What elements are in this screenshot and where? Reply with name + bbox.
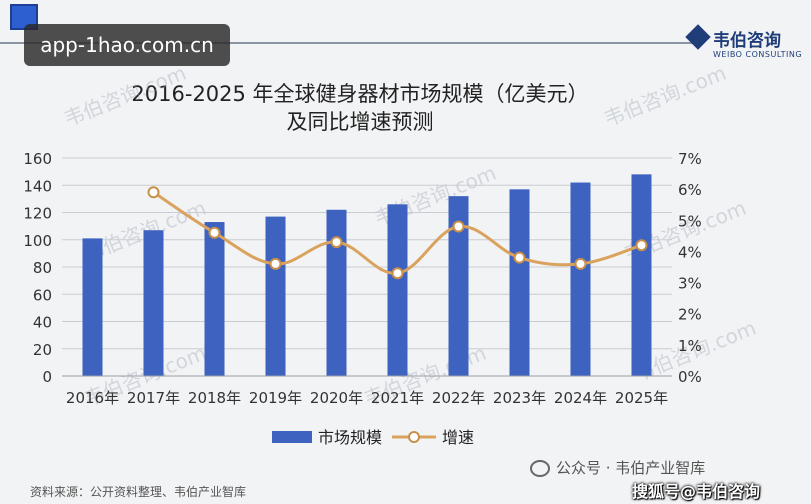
growth-point (147, 186, 160, 199)
x-tick-label: 2023年 (493, 389, 546, 407)
bar (204, 222, 225, 376)
chart-title-line2: 及同比增速预测 (286, 110, 434, 134)
legend-line-label: 增速 (442, 428, 474, 447)
x-tick-label: 2020年 (310, 389, 363, 407)
x-tick-label: 2024年 (554, 389, 607, 407)
growth-point (574, 257, 587, 270)
y-left-tick-label: 0 (42, 368, 52, 386)
y-left-tick-label: 60 (33, 286, 52, 304)
y-right-tick-label: 3% (678, 275, 702, 293)
bar (82, 238, 103, 376)
growth-point (208, 226, 221, 239)
bar (631, 174, 652, 376)
y-left-tick-label: 80 (33, 259, 52, 277)
x-tick-label: 2021年 (371, 389, 424, 407)
wechat-icon (530, 460, 550, 477)
y-left-tick-label: 20 (33, 341, 52, 359)
chart-title: 2016-2025 年全球健身器材市场规模（亿美元） 及同比增速预测 (60, 80, 660, 136)
bar (570, 182, 591, 376)
y-right-tick-label: 1% (678, 337, 702, 355)
y-left-tick-label: 100 (23, 232, 52, 250)
growth-point (452, 220, 465, 233)
bar (509, 189, 530, 376)
y-right-tick-label: 4% (678, 243, 702, 261)
wechat-account-label: 公众号 · 韦伯产业智库 (556, 459, 706, 477)
y-left-tick-label: 120 (23, 205, 52, 223)
y-left-tick-label: 140 (23, 177, 52, 195)
source-note: 资料来源：公开资料整理、韦伯产业智库 (30, 485, 247, 499)
legend-line-marker (408, 431, 420, 443)
y-right-tick-label: 5% (678, 212, 702, 230)
x-tick-label: 2022年 (432, 389, 485, 407)
header-rule (0, 42, 700, 44)
bar (265, 216, 286, 376)
x-tick-label: 2017年 (127, 389, 180, 407)
growth-point (330, 236, 343, 249)
growth-point (269, 257, 282, 270)
brand-logo: 韦伯咨询 WEIBO CONSULTING (685, 24, 803, 66)
x-tick-label: 2016年 (66, 389, 119, 407)
growth-point (513, 251, 526, 264)
bar (326, 209, 347, 376)
x-tick-label: 2025年 (615, 389, 668, 407)
y-left-tick-label: 40 (33, 314, 52, 332)
y-right-tick-label: 7% (678, 150, 702, 168)
y-right-tick-label: 6% (678, 181, 702, 199)
brand-subtitle: WEIBO CONSULTING (713, 50, 803, 59)
chart-title-line1: 2016-2025 年全球健身器材市场规模（亿美元） (131, 82, 589, 106)
bar (143, 230, 164, 376)
y-left-tick-label: 160 (23, 150, 52, 168)
y-right-tick-label: 2% (678, 306, 702, 324)
url-badge[interactable]: app-1hao.com.cn (24, 24, 230, 66)
legend-bar-label: 市场规模 (318, 428, 382, 447)
bar (387, 204, 408, 376)
legend-bar-swatch (272, 431, 312, 443)
growth-point (635, 239, 648, 252)
x-tick-label: 2018年 (188, 389, 241, 407)
growth-point (391, 267, 404, 280)
brand-name: 韦伯咨询 (713, 31, 781, 51)
sohu-watermark: 搜狐号@韦伯咨询 (632, 482, 761, 501)
wechat-account: 公众号 · 韦伯产业智库 (530, 457, 705, 478)
bar (448, 196, 469, 376)
x-tick-label: 2019年 (249, 389, 302, 407)
y-right-tick-label: 0% (678, 368, 702, 386)
